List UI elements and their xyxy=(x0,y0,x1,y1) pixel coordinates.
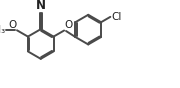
Text: O: O xyxy=(65,20,73,30)
Text: N: N xyxy=(36,0,46,12)
Text: O: O xyxy=(8,20,17,30)
Text: Cl: Cl xyxy=(111,12,121,22)
Text: CH₃: CH₃ xyxy=(0,25,6,35)
